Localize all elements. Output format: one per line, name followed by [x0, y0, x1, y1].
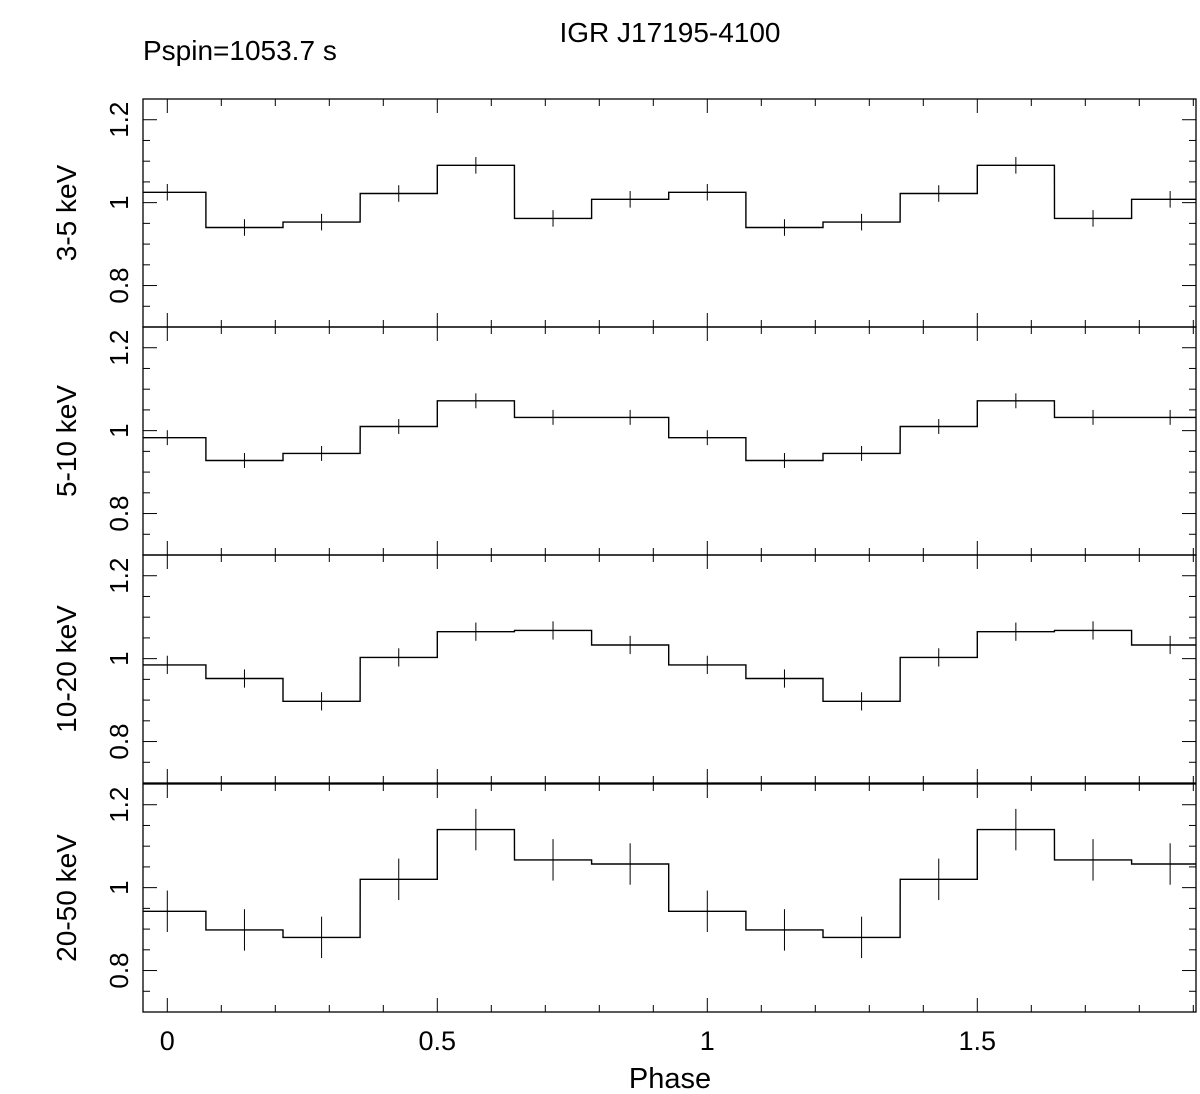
x-tick-label: 0.5 [419, 1026, 457, 1056]
y-tick-label: 1.2 [104, 330, 134, 366]
panel-frame [142, 554, 1197, 784]
y-tick-label: 0.8 [104, 952, 134, 988]
chart-title: IGR J17195-4100 [559, 17, 780, 48]
y-tick-label: 1 [104, 880, 134, 894]
series-label: 5-10 keV [51, 385, 82, 497]
panel-2: 0.8 1 1.2 5-10 keV [51, 326, 1197, 556]
y-tick-label: 1.2 [104, 787, 134, 823]
panel-1: 0.8 1 1.2 3-5 keV [51, 98, 1197, 328]
x-axis-label: Phase [629, 1063, 711, 1094]
y-tick-label: 1 [104, 651, 134, 665]
panel-frame [142, 326, 1197, 556]
panel-frame [142, 98, 1197, 328]
series-label: 20-50 keV [51, 834, 82, 962]
step-line [143, 164, 1196, 229]
y-tick-label: 1.2 [104, 102, 134, 138]
panel-frame [142, 783, 1197, 1013]
panel-4: 0.8 1 1.2 20-50 keV [51, 783, 1197, 1013]
step-line [143, 629, 1196, 702]
panel-3: 0.8 1 1.2 10-20 keV [51, 554, 1197, 784]
step-line [143, 828, 1196, 939]
x-tick-label: 1.5 [959, 1026, 997, 1056]
x-tick-label: 0 [160, 1026, 175, 1056]
panels: 0.8 1 1.2 3-5 keV 0.8 1 1.2 5-10 keV 0.8 1 1.2 10-2… [51, 98, 1197, 1056]
y-tick-label: 0.8 [104, 495, 134, 531]
spin-period-annotation: Pspin=1053.7 s [143, 35, 337, 66]
x-tick-label: 1 [700, 1026, 715, 1056]
step-line [143, 400, 1196, 462]
y-tick-label: 1 [104, 423, 134, 437]
series-label: 3-5 keV [51, 164, 82, 261]
y-tick-label: 1.2 [104, 558, 134, 594]
y-tick-label: 0.8 [104, 267, 134, 303]
y-tick-label: 0.8 [104, 723, 134, 759]
series-label: 10-20 keV [51, 605, 82, 733]
y-tick-label: 1 [104, 195, 134, 209]
